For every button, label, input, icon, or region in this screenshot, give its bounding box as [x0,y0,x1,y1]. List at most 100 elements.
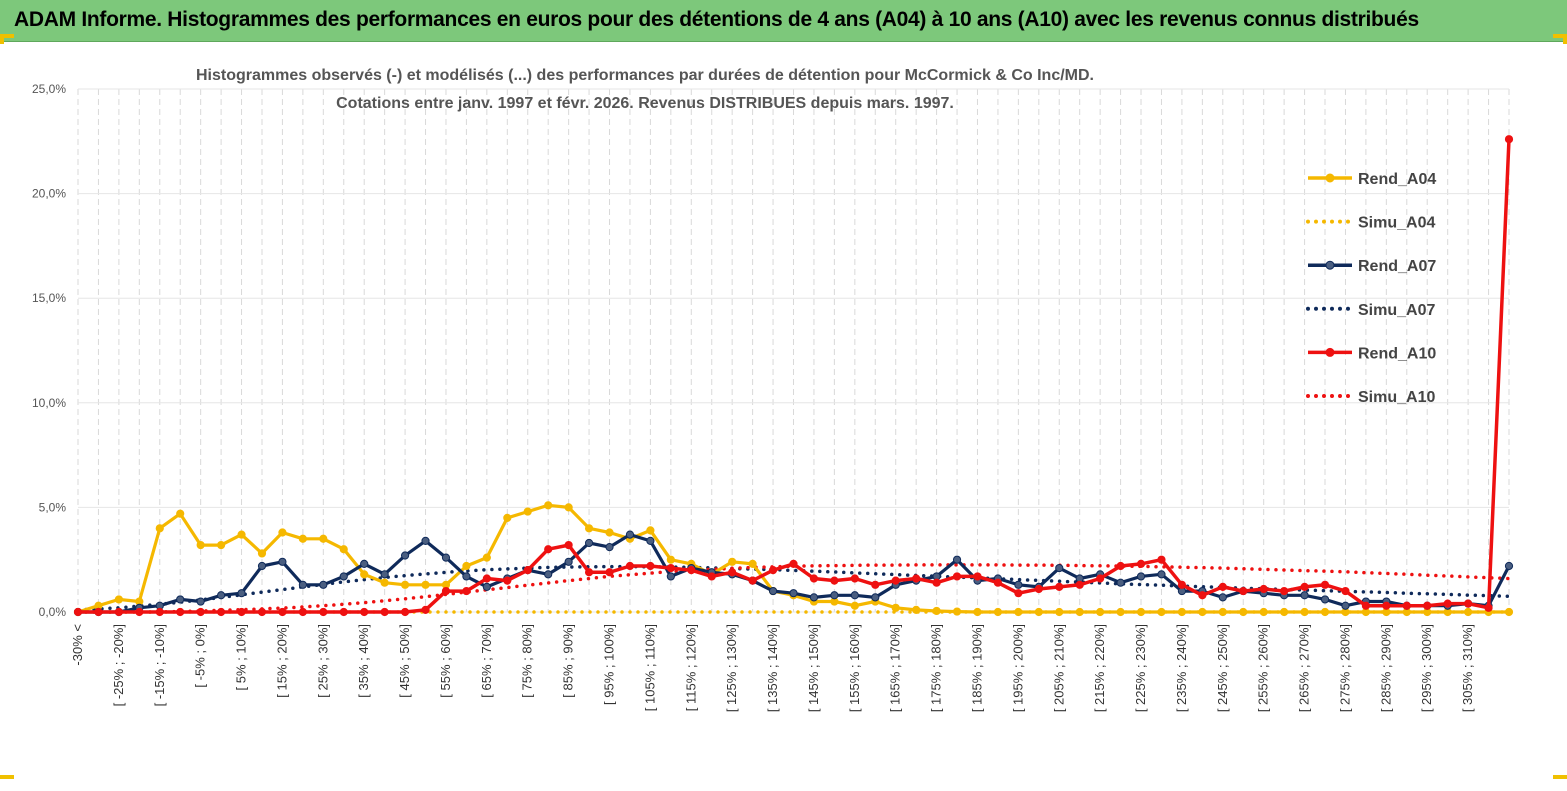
data-point-rend-a07 [789,589,798,598]
data-point-rend-a10 [544,545,553,554]
x-tick-label: [ -25% ; -20%] [111,624,126,706]
x-tick-label: [ 175% ; 180%] [929,624,944,712]
data-point-rend-a04 [952,607,962,616]
data-point-rend-a04 [278,528,287,537]
data-point-rend-a04 [605,528,614,537]
data-point-rend-a10 [707,572,716,581]
data-point-rend-a04 [462,561,471,571]
data-point-rend-a10 [830,576,839,585]
data-point-rend-a10 [728,568,737,577]
series-layer [73,135,1514,617]
data-point-rend-a07 [1055,563,1064,573]
data-point-rend-a07 [1218,593,1227,602]
data-point-rend-a04 [421,580,430,589]
data-point-rend-a07 [850,591,859,600]
data-point-rend-a10 [891,576,900,585]
y-tick-label: 0,0% [39,605,67,619]
data-point-rend-a04 [1259,607,1268,617]
data-point-rend-a04 [1116,607,1125,617]
data-point-rend-a10 [1300,582,1309,591]
data-point-rend-a07 [1341,601,1350,610]
data-point-rend-a07 [584,538,594,548]
x-tick-label: [ 305% ; 310%] [1460,624,1475,712]
legend-marker-rend-a07 [1325,260,1335,270]
data-point-rend-a10 [176,607,185,617]
data-point-rend-a07 [462,572,471,581]
x-tick-label: [ 65% ; 70%] [479,624,494,698]
x-tick-label: [ 195% ; 200%] [1010,624,1025,712]
data-point-rend-a04 [850,601,859,610]
data-point-rend-a07 [176,595,185,604]
data-point-rend-a10 [1341,586,1350,596]
data-point-rend-a10 [523,566,532,575]
data-point-rend-a04 [748,559,757,568]
data-point-rend-a10 [789,559,798,568]
legend-label-simu-a07: Simu_A07 [1358,302,1435,319]
x-tick-label: [ 295% ; 300%] [1419,624,1434,712]
data-point-rend-a10 [1157,555,1166,564]
data-point-rend-a04 [1075,607,1084,617]
data-point-rend-a04 [1464,607,1473,617]
data-point-rend-a10 [1484,603,1493,612]
data-point-rend-a10 [217,607,226,617]
report-title: ADAM Informe. Histogrammes des performan… [14,8,1419,31]
data-point-rend-a07 [1116,578,1125,587]
x-tick-label: [ 185% ; 190%] [969,624,984,712]
x-tick-label: [ -5% ; 0%] [193,624,208,688]
x-tick-label: [ -15% ; -10%] [152,624,167,706]
chart-title-line-2: Cotations entre janv. 1997 et févr. 2026… [336,95,954,112]
data-point-rend-a10 [1177,580,1187,589]
legend-label-rend-a10: Rend_A10 [1358,345,1436,362]
data-point-rend-a10 [196,607,205,617]
data-point-rend-a07 [400,551,410,560]
data-point-rend-a04 [564,503,573,512]
data-point-rend-a10 [441,586,451,596]
y-tick-label: 5,0% [39,500,67,514]
data-point-rend-a10 [687,566,696,575]
data-point-rend-a10 [748,576,757,585]
data-point-rend-a07 [441,553,451,562]
data-point-rend-a07 [871,593,880,602]
data-point-rend-a04 [1239,607,1248,617]
x-axis: -30% < [ -25% ; -20%] [ -15% ; -10%] [ -5% … [70,624,1475,712]
x-tick-label: [ 215% ; 220%] [1092,624,1107,712]
data-point-rend-a04 [196,540,205,550]
data-point-rend-a04 [993,607,1003,617]
data-point-rend-a10 [1239,586,1248,596]
data-point-rend-a10 [73,607,83,617]
data-point-rend-a04 [891,603,900,612]
data-point-rend-a04 [339,545,348,554]
data-point-rend-a10 [400,607,410,617]
data-point-rend-a10 [1075,580,1084,589]
data-point-rend-a10 [1320,580,1330,589]
y-tick-label: 20,0% [32,187,66,201]
data-point-rend-a07 [1136,572,1146,581]
x-tick-label: [ 265% ; 270%] [1297,624,1312,712]
data-point-rend-a10 [912,574,921,583]
x-tick-label: [ 55% ; 60%] [438,624,453,698]
data-point-rend-a04 [1177,607,1187,617]
data-point-rend-a10 [1014,589,1023,598]
data-point-rend-a04 [544,501,553,510]
data-point-rend-a04 [1034,607,1043,617]
x-tick-label: [ 95% ; 100%] [602,624,617,705]
data-point-rend-a10 [503,576,512,585]
data-point-rend-a10 [666,563,675,573]
data-point-rend-a04 [1218,607,1227,617]
x-tick-label: -30% < [70,624,85,666]
x-tick-label: [ 255% ; 260%] [1256,624,1271,712]
data-point-rend-a07 [605,543,614,552]
data-point-rend-a04 [523,507,532,516]
x-tick-label: [ 245% ; 250%] [1215,624,1230,712]
legend-marker-rend-a04 [1325,173,1335,183]
series-line-simu-a10 [76,563,1511,614]
report-banner: ADAM Informe. Histogrammes des performan… [0,0,1567,42]
corner-mark-top-left [0,34,14,38]
x-tick-label: [ 225% ; 230%] [1133,624,1148,712]
data-point-rend-a04 [1300,607,1309,617]
data-point-rend-a10 [1096,574,1105,583]
data-point-rend-a04 [1157,607,1166,617]
data-point-rend-a04 [1198,607,1207,617]
data-point-rend-a10 [850,574,859,583]
x-tick-label: [ 15% ; 20%] [274,624,289,698]
